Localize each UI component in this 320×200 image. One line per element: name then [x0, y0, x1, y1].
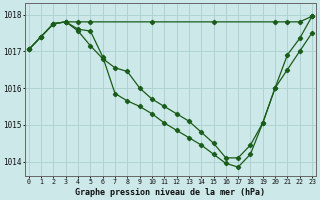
X-axis label: Graphe pression niveau de la mer (hPa): Graphe pression niveau de la mer (hPa)	[76, 188, 265, 197]
